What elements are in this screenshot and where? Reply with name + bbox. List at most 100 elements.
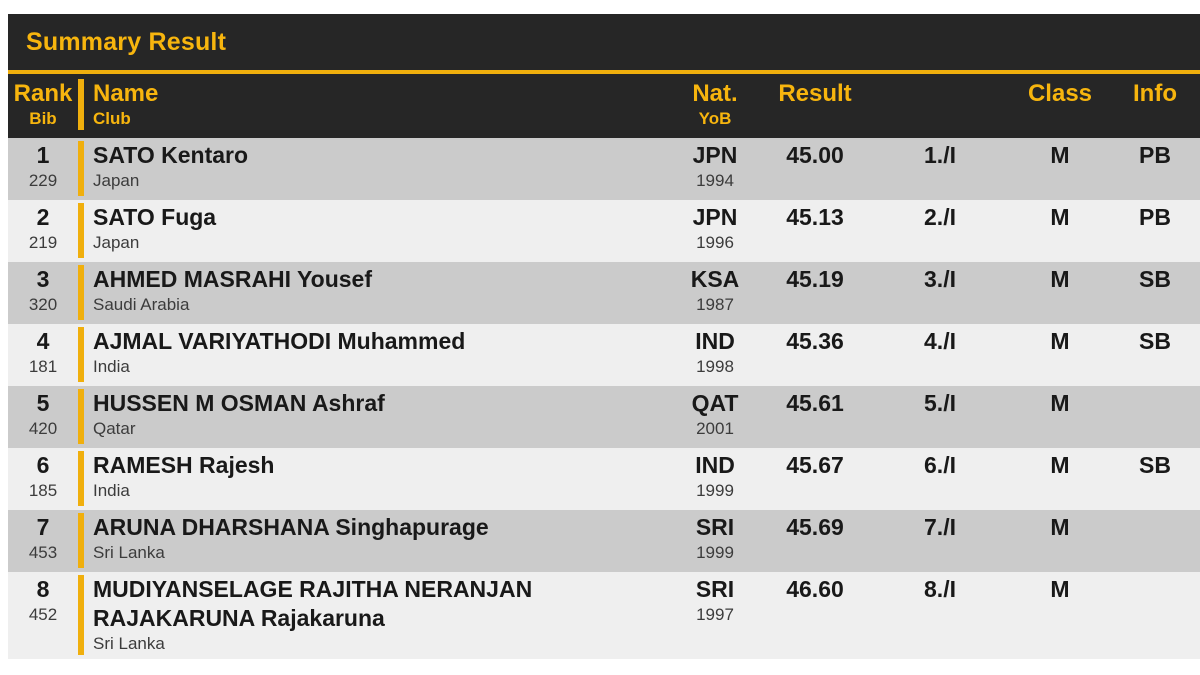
year-of-birth: 1987 [696, 295, 734, 314]
club-name: Japan [93, 171, 140, 190]
name-cell: SATO Kentaro Japan [84, 141, 670, 196]
result-cell: 45.69 [760, 513, 870, 568]
club-name: Sri Lanka [93, 543, 165, 562]
column-header-result: Result [760, 79, 870, 130]
heat-place: 8./I [924, 576, 956, 602]
vertical-divider [78, 265, 84, 320]
table-row: 8 452 MUDIYANSELAGE RAJITHA NERANJAN RAJ… [8, 572, 1200, 659]
class-value: M [1050, 328, 1070, 354]
class-cell: M [1010, 265, 1110, 320]
nat-cell: KSA 1987 [670, 265, 760, 320]
column-header-name: Name Club [84, 79, 670, 130]
result-time: 45.67 [786, 452, 844, 478]
year-of-birth: 1994 [696, 171, 734, 190]
place-cell: 4./I [870, 327, 1010, 382]
nationality-code: IND [695, 452, 735, 478]
column-header-class: Class [1010, 79, 1110, 130]
result-time: 45.69 [786, 514, 844, 540]
place-cell: 6./I [870, 451, 1010, 506]
class-cell: M [1010, 513, 1110, 568]
bib-value: 229 [28, 171, 58, 190]
class-header-label: Class [1027, 80, 1093, 107]
vertical-divider [78, 327, 84, 382]
athlete-name: HUSSEN M OSMAN Ashraf [93, 390, 385, 416]
rank-cell: 6 185 [8, 451, 78, 506]
bib-value: 320 [28, 295, 58, 314]
club-name: Japan [93, 233, 140, 252]
rank-value: 8 [36, 576, 50, 602]
name-cell: RAMESH Rajesh India [84, 451, 670, 506]
place-cell: 5./I [870, 389, 1010, 444]
result-cell: 45.67 [760, 451, 870, 506]
club-name: India [93, 481, 130, 500]
athlete-name: AJMAL VARIYATHODI Muhammed [93, 328, 466, 354]
info-cell [1110, 513, 1200, 568]
year-of-birth: 2001 [696, 419, 734, 438]
rank-cell: 5 420 [8, 389, 78, 444]
result-time: 45.19 [786, 266, 844, 292]
athlete-name: ARUNA DHARSHANA Singhapurage [93, 514, 489, 540]
result-header-label: Result [778, 80, 852, 107]
bib-value: 420 [28, 419, 58, 438]
name-cell: SATO Fuga Japan [84, 203, 670, 258]
name-cell: MUDIYANSELAGE RAJITHA NERANJAN RAJAKARUN… [84, 575, 670, 655]
rank-value: 6 [36, 452, 50, 478]
result-cell: 45.00 [760, 141, 870, 196]
heat-place: 1./I [924, 142, 956, 168]
rank-cell: 7 453 [8, 513, 78, 568]
info-cell: SB [1110, 327, 1200, 382]
result-cell: 45.61 [760, 389, 870, 444]
class-value: M [1050, 204, 1070, 230]
nationality-code: JPN [692, 142, 738, 168]
place-cell: 3./I [870, 265, 1010, 320]
column-header-nat: Nat. YoB [670, 79, 760, 130]
info-cell: PB [1110, 203, 1200, 258]
rank-value: 7 [36, 514, 50, 540]
class-value: M [1050, 576, 1070, 602]
info-badge: SB [1139, 328, 1171, 354]
class-cell: M [1010, 327, 1110, 382]
vertical-divider [78, 575, 84, 655]
nationality-code: JPN [692, 204, 738, 230]
table-body: 1 229 SATO Kentaro Japan JPN 1994 45.00 … [8, 138, 1200, 659]
year-of-birth: 1996 [696, 233, 734, 252]
info-badge: SB [1139, 452, 1171, 478]
vertical-divider [78, 513, 84, 568]
club-name: Sri Lanka [93, 634, 165, 653]
result-time: 45.13 [786, 204, 844, 230]
club-name: Qatar [93, 419, 136, 438]
result-time: 45.00 [786, 142, 844, 168]
result-cell: 45.19 [760, 265, 870, 320]
rank-value: 4 [36, 328, 50, 354]
info-badge: PB [1139, 204, 1171, 230]
nat-cell: IND 1999 [670, 451, 760, 506]
vertical-divider [78, 79, 84, 130]
place-cell: 2./I [870, 203, 1010, 258]
bib-value: 452 [28, 605, 58, 624]
rank-value: 2 [36, 204, 50, 230]
column-header-rank: Rank Bib [8, 79, 78, 130]
nat-cell: SRI 1997 [670, 575, 760, 655]
result-cell: 45.13 [760, 203, 870, 258]
name-cell: HUSSEN M OSMAN Ashraf Qatar [84, 389, 670, 444]
title-bar: Summary Result [8, 14, 1200, 70]
year-of-birth: 1997 [696, 605, 734, 624]
column-header-place [870, 79, 1010, 130]
heat-place: 2./I [924, 204, 956, 230]
result-time: 45.36 [786, 328, 844, 354]
name-cell: ARUNA DHARSHANA Singhapurage Sri Lanka [84, 513, 670, 568]
heat-place: 6./I [924, 452, 956, 478]
result-time: 46.60 [786, 576, 844, 602]
nationality-code: KSA [690, 266, 740, 292]
table-row: 5 420 HUSSEN M OSMAN Ashraf Qatar QAT 20… [8, 386, 1200, 448]
vertical-divider [78, 389, 84, 444]
name-header-label: Name [93, 80, 159, 107]
table-row: 4 181 AJMAL VARIYATHODI Muhammed India I… [8, 324, 1200, 386]
bib-value: 181 [28, 357, 58, 376]
heat-place: 5./I [924, 390, 956, 416]
class-value: M [1050, 390, 1070, 416]
table-header-row: Rank Bib Name Club Nat. YoB Result Class [8, 74, 1200, 138]
place-cell: 8./I [870, 575, 1010, 655]
nationality-code: IND [695, 328, 735, 354]
